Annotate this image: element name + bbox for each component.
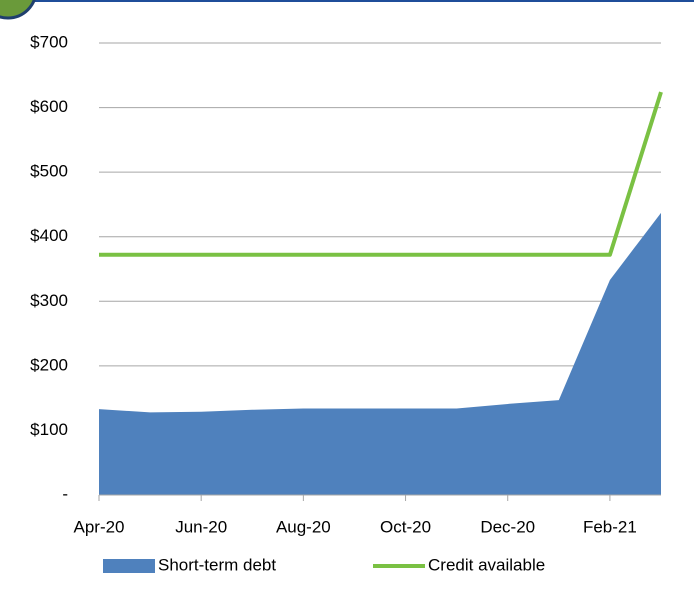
legend-label: Credit available [428, 555, 545, 574]
y-tick-label: - [62, 484, 68, 503]
y-tick-label: $700 [30, 32, 68, 51]
y-tick-label: $200 [30, 355, 68, 374]
x-tick-label: Apr-20 [73, 517, 124, 536]
x-tick-label: Oct-20 [380, 517, 431, 536]
legend-swatch [103, 559, 155, 573]
y-tick-label: $500 [30, 162, 68, 181]
area [99, 212, 661, 495]
x-tick-label: Dec-20 [480, 517, 535, 536]
badge [0, 0, 36, 20]
y-tick-label: $600 [30, 97, 68, 116]
y-tick-label: $400 [30, 226, 68, 245]
y-tick-label: $300 [30, 291, 68, 310]
line [99, 91, 663, 257]
x-tick-label: Aug-20 [276, 517, 331, 536]
x-tick-label: Jun-20 [175, 517, 227, 536]
y-tick-label: $100 [30, 420, 68, 439]
legend-label: Short-term debt [158, 555, 276, 574]
x-tick-label: Feb-21 [583, 517, 637, 536]
